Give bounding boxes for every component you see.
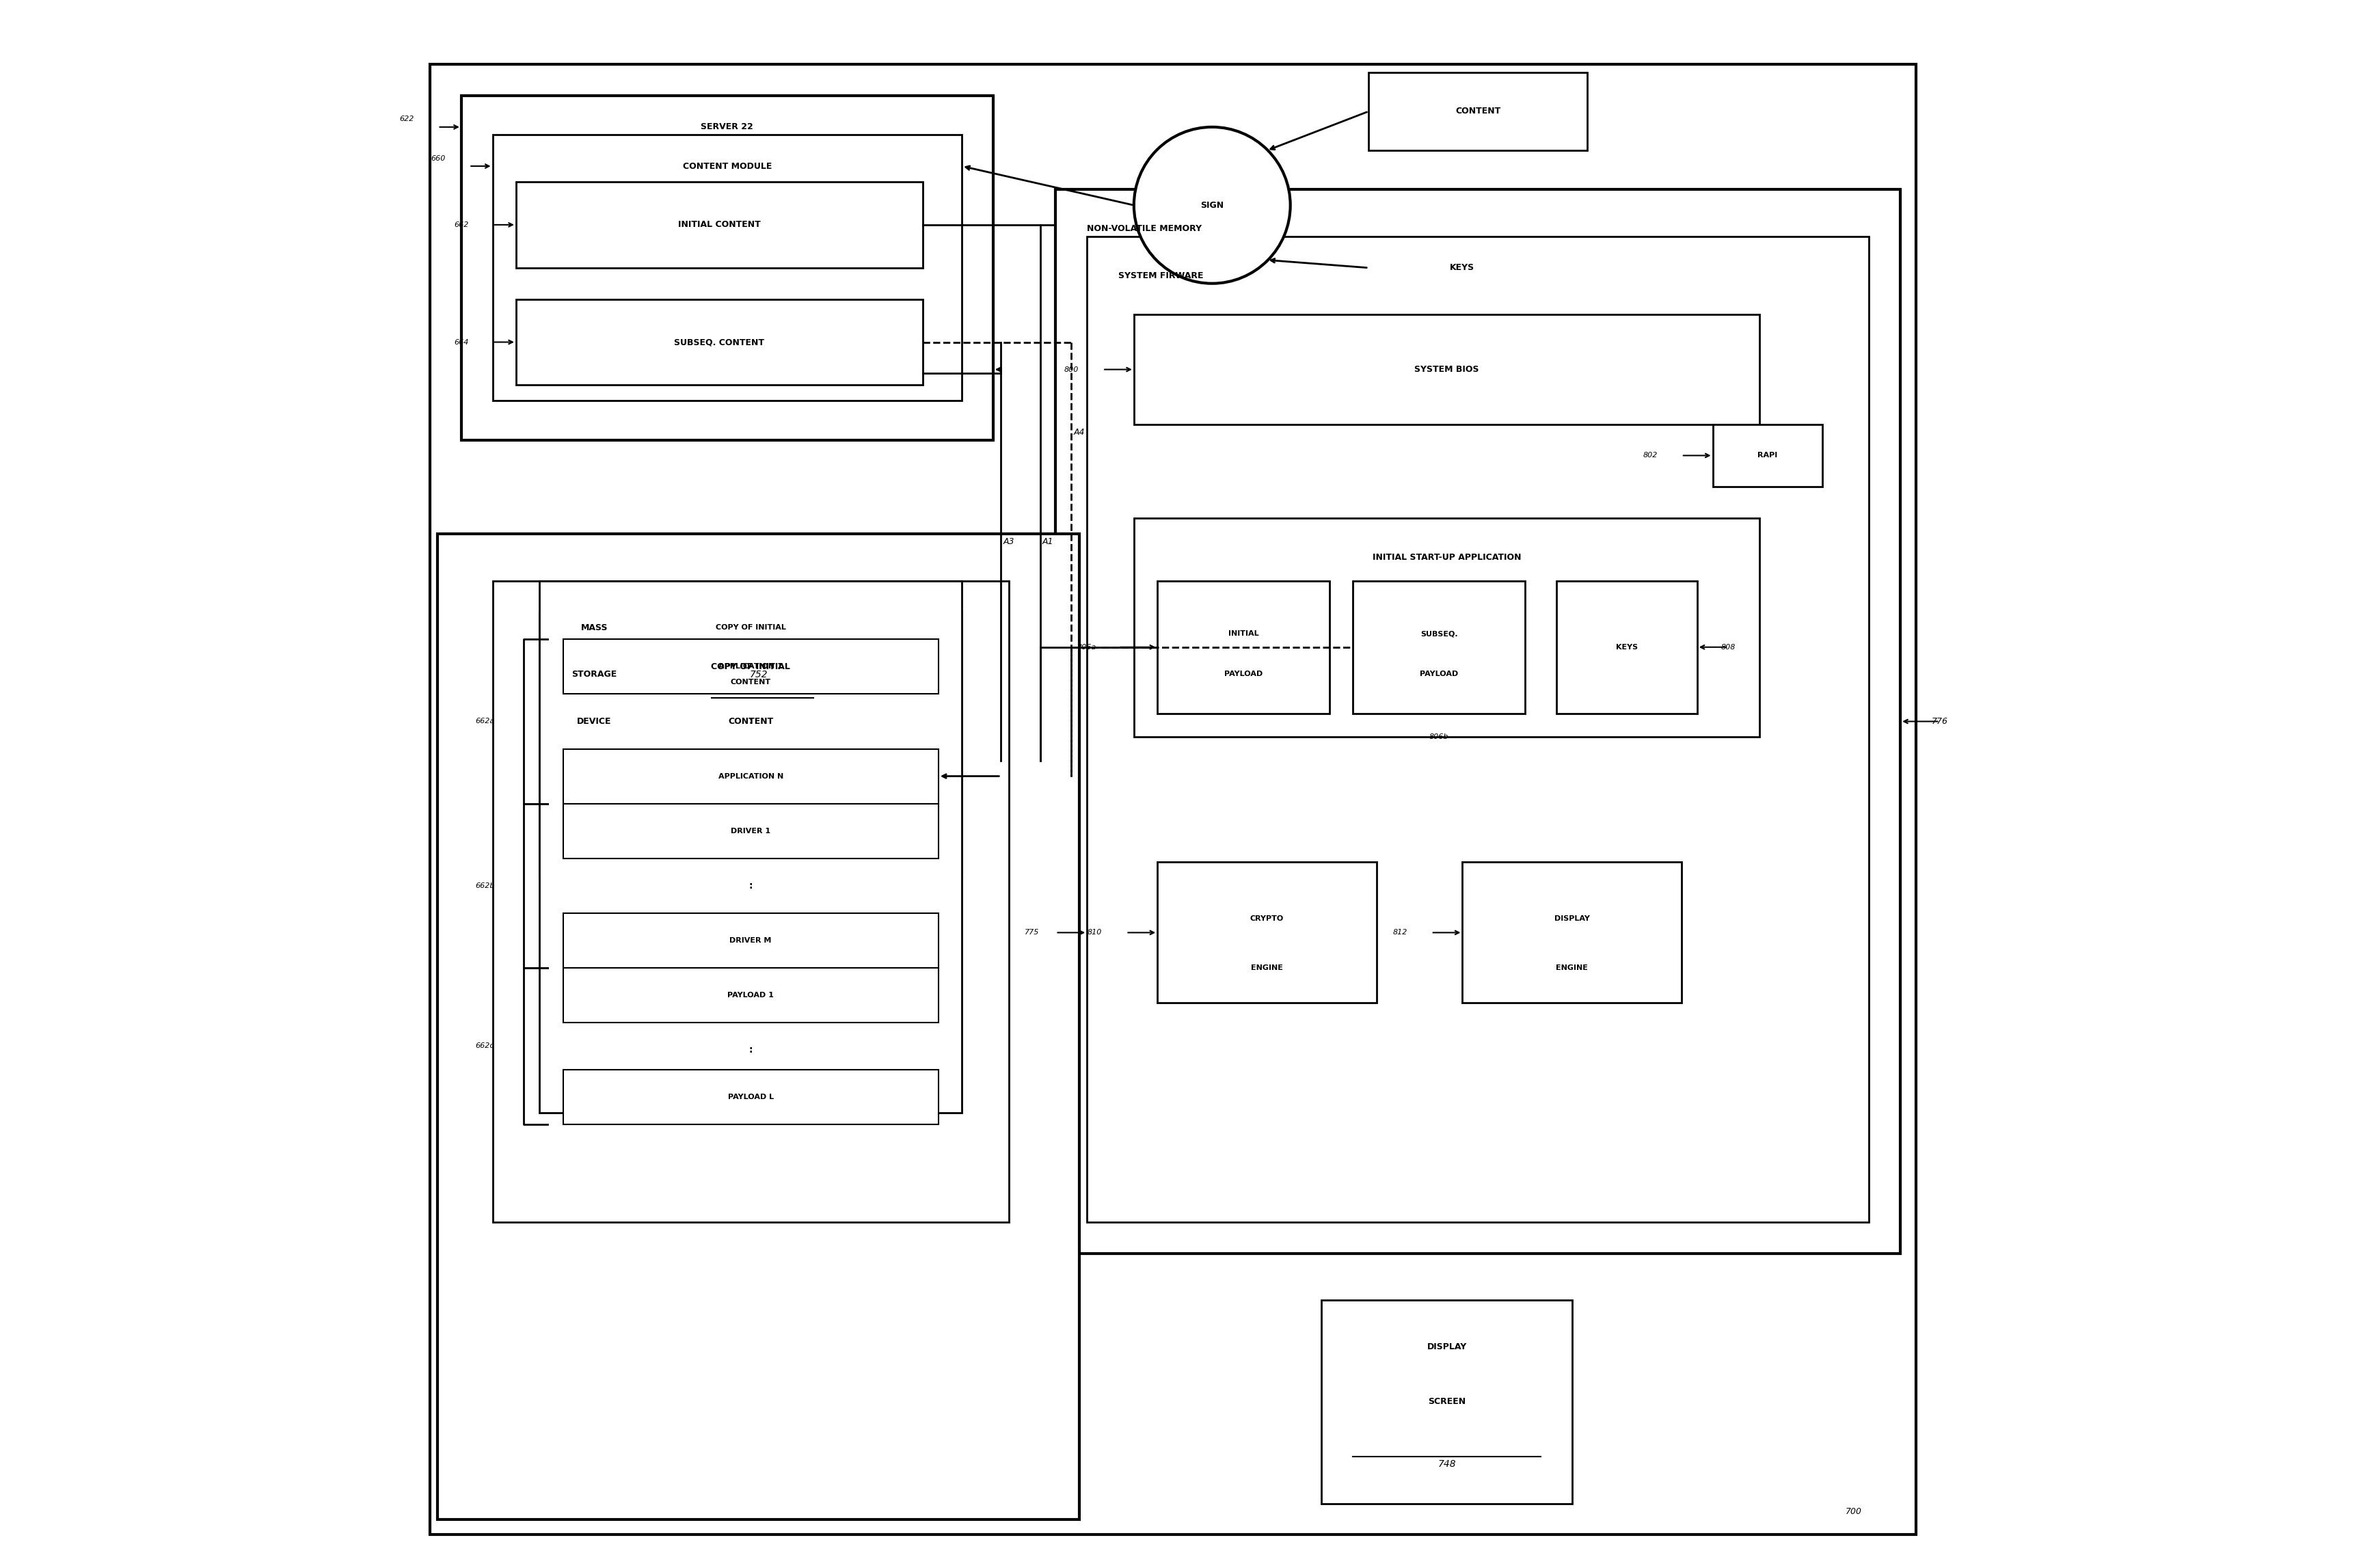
Text: A4: A4 (1074, 428, 1084, 436)
Text: 700: 700 (1844, 1507, 1860, 1516)
Text: KEYS: KEYS (1615, 644, 1636, 651)
Text: 800: 800 (1065, 365, 1079, 373)
Text: 812: 812 (1393, 930, 1407, 936)
Bar (515, 299, 923, 386)
Text: PAYLOAD 1: PAYLOAD 1 (727, 991, 774, 999)
Text: SYSTEM FIRWARE: SYSTEM FIRWARE (1119, 271, 1204, 281)
Text: COPY OF INITIAL: COPY OF INITIAL (711, 662, 791, 671)
Text: DEVICE: DEVICE (576, 717, 611, 726)
Bar (493, 580, 1008, 1221)
Text: NON-VOLATILE MEMORY: NON-VOLATILE MEMORY (1086, 224, 1202, 234)
Text: 806b: 806b (1428, 734, 1447, 740)
Text: :: : (748, 1046, 753, 1055)
Text: DRIVER 1: DRIVER 1 (730, 828, 770, 834)
Text: ENGINE: ENGINE (1556, 964, 1587, 971)
Text: :: : (748, 881, 753, 891)
Bar (1055, 190, 1901, 1253)
Text: 662c: 662c (475, 1043, 493, 1049)
Text: SERVER 22: SERVER 22 (701, 122, 753, 132)
Text: CONTENT: CONTENT (730, 679, 770, 685)
Text: 808: 808 (1721, 644, 1735, 651)
Text: 622: 622 (399, 116, 413, 122)
Text: SIGN: SIGN (1199, 201, 1223, 210)
Bar (562, 803, 937, 858)
Bar (1556, 580, 1698, 713)
Text: 662b: 662b (475, 883, 493, 889)
Bar (562, 967, 937, 1022)
Bar (1322, 1300, 1572, 1504)
Text: CONTENT: CONTENT (1454, 107, 1499, 116)
Text: APPLICATION N: APPLICATION N (718, 773, 784, 779)
Bar (1712, 425, 1823, 486)
Text: ENGINE: ENGINE (1251, 964, 1282, 971)
Bar (562, 913, 937, 967)
Text: STORAGE: STORAGE (571, 670, 616, 679)
Text: 776: 776 (1931, 717, 1948, 726)
Bar (1461, 862, 1681, 1004)
Text: 775: 775 (1025, 930, 1039, 936)
Text: 810: 810 (1086, 930, 1103, 936)
Text: 748: 748 (1438, 1460, 1454, 1469)
Text: DISPLAY: DISPLAY (1426, 1342, 1466, 1352)
Text: SUBSEQ. CONTENT: SUBSEQ. CONTENT (675, 337, 765, 347)
Bar (562, 640, 937, 695)
Text: MASS: MASS (581, 622, 607, 632)
Text: DRIVER M: DRIVER M (730, 938, 772, 944)
Text: A1: A1 (1041, 538, 1053, 546)
Text: 664: 664 (453, 339, 467, 345)
Bar (538, 580, 961, 1112)
Text: CONTENT: CONTENT (727, 717, 772, 726)
Text: KEYS: KEYS (1450, 263, 1473, 273)
Bar (515, 182, 923, 268)
Text: 662: 662 (453, 221, 467, 229)
Text: SUBSEQ.: SUBSEQ. (1419, 630, 1457, 637)
Text: CONTENT MODULE: CONTENT MODULE (682, 162, 772, 171)
Bar (1086, 237, 1868, 1221)
Bar (1367, 72, 1587, 151)
Text: :: : (748, 717, 753, 726)
Text: PAYLOAD: PAYLOAD (1419, 670, 1457, 677)
Text: APPLICATION 1: APPLICATION 1 (718, 663, 781, 670)
Text: INITIAL START-UP APPLICATION: INITIAL START-UP APPLICATION (1372, 554, 1520, 561)
Bar (437, 533, 1079, 1519)
Bar (562, 1069, 937, 1124)
Bar (1157, 580, 1329, 713)
Bar (1353, 580, 1525, 713)
Bar (460, 96, 994, 441)
Text: 806a: 806a (1077, 644, 1096, 651)
Text: 662a: 662a (475, 718, 493, 724)
Text: A3: A3 (1003, 538, 1015, 546)
Text: CRYPTO: CRYPTO (1249, 916, 1284, 922)
Text: 660: 660 (430, 155, 444, 162)
Text: RAPI: RAPI (1757, 452, 1778, 459)
Bar (1133, 315, 1759, 425)
Bar (538, 612, 961, 878)
Bar (493, 135, 961, 401)
Text: SCREEN: SCREEN (1428, 1397, 1466, 1406)
Circle shape (1133, 127, 1289, 284)
Text: INITIAL CONTENT: INITIAL CONTENT (678, 221, 760, 229)
Text: INITIAL: INITIAL (1228, 630, 1258, 637)
Text: COPY OF INITIAL: COPY OF INITIAL (715, 624, 786, 630)
Bar (1367, 229, 1556, 307)
Text: PAYLOAD L: PAYLOAD L (727, 1093, 774, 1101)
Text: 802: 802 (1643, 452, 1657, 459)
Bar (1133, 517, 1759, 737)
Text: PAYLOAD: PAYLOAD (1223, 670, 1263, 677)
Text: DISPLAY: DISPLAY (1554, 916, 1589, 922)
Text: SYSTEM BIOS: SYSTEM BIOS (1414, 365, 1478, 373)
Bar (562, 750, 937, 803)
Text: 752: 752 (748, 670, 767, 679)
Bar (1157, 862, 1376, 1004)
